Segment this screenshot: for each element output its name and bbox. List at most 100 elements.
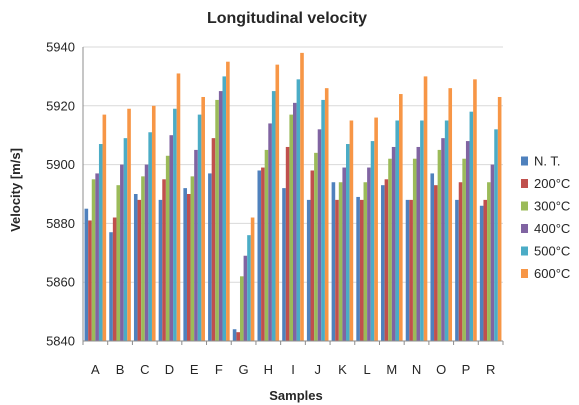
bar-B-2 (116, 185, 121, 341)
y-tick-label-5880: 5880 (46, 216, 75, 231)
bar-G-4 (247, 235, 251, 341)
bar-H-2 (264, 149, 269, 341)
bar-C-2 (141, 176, 145, 341)
bar-J-1 (310, 170, 315, 341)
bar-I-5 (300, 52, 304, 341)
x-tick-label-R: R (486, 362, 495, 377)
bar-R-0 (479, 205, 484, 341)
bar-E-4 (197, 114, 202, 342)
bar-F-5 (226, 61, 230, 341)
x-tick-label-J: J (314, 362, 321, 377)
x-tick-label-D: D (165, 362, 174, 377)
bar-H-4 (271, 91, 276, 341)
bar-I-2 (289, 114, 293, 342)
bar-B-1 (112, 217, 117, 341)
bar-E-1 (186, 194, 191, 341)
bar-D-1 (162, 179, 166, 341)
bar-D-3 (169, 135, 174, 341)
bar-L-1 (359, 199, 364, 341)
bar-K-2 (338, 182, 343, 341)
legend-label-0: N. T. (534, 154, 561, 169)
bar-E-3 (194, 149, 198, 341)
bar-F-3 (218, 91, 223, 341)
bar-P-5 (473, 79, 477, 341)
bar-O-2 (437, 149, 442, 341)
bar-L-3 (367, 167, 371, 341)
bar-A-5 (102, 114, 107, 342)
legend-swatch-0 (521, 156, 528, 166)
bar-F-0 (208, 173, 212, 341)
bar-D-0 (158, 199, 163, 341)
y-tick-label-5920: 5920 (46, 98, 75, 113)
bar-E-2 (190, 176, 195, 341)
bar-C-5 (151, 105, 156, 341)
bar-E-5 (201, 96, 205, 341)
bar-G-5 (250, 217, 255, 341)
x-tick-label-K: K (338, 362, 347, 377)
x-tick-label-O: O (436, 362, 446, 377)
bar-L-5 (374, 117, 378, 341)
bar-N-2 (412, 158, 417, 341)
bar-O-0 (430, 173, 435, 341)
legend-swatch-1 (521, 179, 528, 188)
legend-label-4: 500°C (534, 244, 570, 259)
bar-G-1 (236, 332, 240, 341)
bar-C-1 (137, 199, 142, 341)
bar-M-5 (399, 94, 403, 341)
x-tick-label-G: G (239, 362, 249, 377)
bar-D-5 (176, 73, 181, 342)
bar-M-2 (388, 158, 392, 341)
bar-B-3 (120, 164, 124, 341)
legend-swatch-3 (521, 224, 528, 233)
bar-R-5 (497, 96, 502, 341)
x-tick-label-B: B (116, 362, 125, 377)
bar-P-4 (469, 111, 474, 342)
bar-H-1 (261, 167, 265, 341)
bar-R-2 (487, 182, 491, 341)
x-tick-label-I: I (291, 362, 295, 377)
bar-P-1 (458, 182, 463, 341)
bar-D-2 (165, 155, 170, 341)
x-tick-label-N: N (412, 362, 421, 377)
bar-I-4 (296, 79, 301, 341)
y-tick-label-5940: 5940 (46, 40, 75, 55)
bar-L-2 (363, 182, 368, 341)
axes: 5840 5860 5880 5900 5920 5940 A B C D E F G H I J K L M N O P… (46, 40, 504, 377)
x-tick-label-M: M (386, 362, 397, 377)
x-axis-title: Samples (269, 388, 322, 403)
bar-P-0 (455, 199, 459, 341)
bar-F-1 (211, 138, 216, 341)
bar-B-4 (123, 138, 128, 341)
y-tick-label-5900: 5900 (46, 157, 75, 172)
bar-M-1 (384, 179, 389, 341)
x-tick-label-E: E (190, 362, 199, 377)
bar-H-0 (257, 170, 262, 341)
bar-O-3 (441, 138, 445, 341)
legend: N. T. 200°C 300°C 400°C 500°C 600°C (521, 154, 570, 281)
bar-G-3 (243, 255, 248, 341)
bar-G-2 (239, 276, 244, 341)
bar-J-2 (314, 152, 318, 341)
bar-J-4 (321, 99, 325, 341)
bar-A-4 (98, 144, 103, 341)
bar-J-3 (317, 129, 322, 341)
bar-K-0 (331, 182, 336, 341)
bar-K-5 (349, 120, 354, 341)
legend-label-2: 300°C (534, 199, 570, 214)
bar-I-3 (293, 102, 297, 341)
x-tick-label-L: L (364, 362, 371, 377)
bar-A-2 (91, 179, 96, 341)
bar-J-0 (306, 199, 311, 341)
bar-C-0 (133, 194, 138, 341)
y-tick-label-5840: 5840 (46, 334, 75, 349)
bar-I-1 (285, 146, 290, 341)
x-tick-label-C: C (140, 362, 149, 377)
bar-B-0 (109, 232, 113, 341)
legend-label-5: 600°C (534, 266, 570, 281)
bar-O-4 (444, 120, 449, 341)
bar-N-3 (416, 146, 421, 341)
bar-P-2 (462, 158, 466, 341)
y-axis-title: Velocity [m/s] (8, 148, 23, 232)
bar-A-3 (95, 173, 99, 341)
